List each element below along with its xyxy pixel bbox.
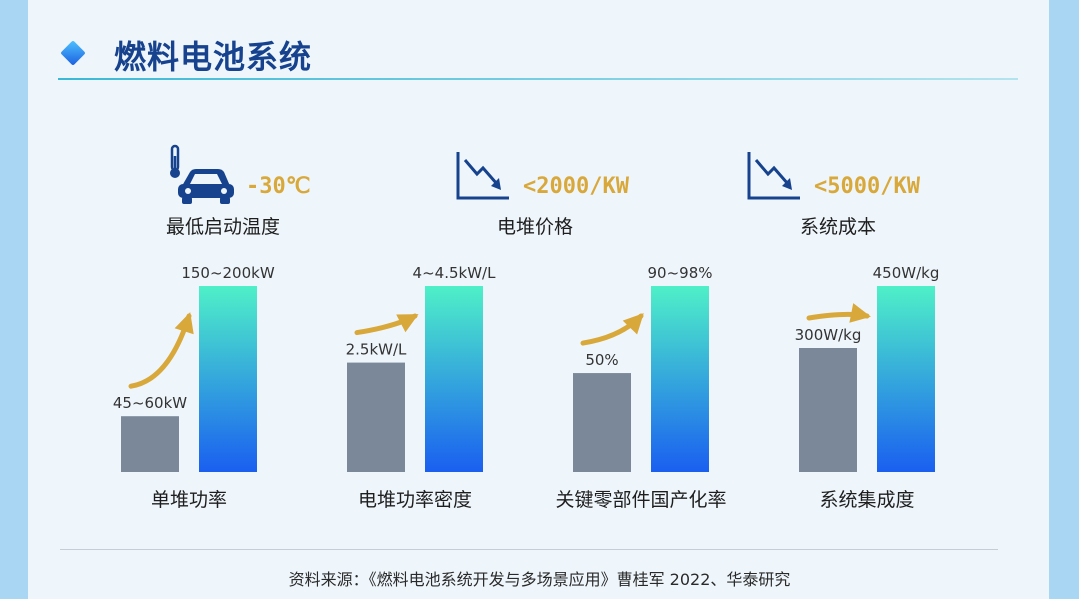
car-thermometer-icon <box>170 144 234 204</box>
source-note: 资料来源：《燃料电池系统开发与多场景应用》曹桂军 2022、华泰研究 <box>288 570 791 589</box>
category-label: 单堆功率 <box>151 489 227 511</box>
bar-after <box>425 286 483 472</box>
bar-before <box>799 348 857 472</box>
after-value-label: 4~4.5kW/L <box>413 264 497 282</box>
title-row: 燃料电池系统 <box>58 30 1018 80</box>
metric-label: 系统成本 <box>800 216 877 238</box>
metric-value: <5000/KW <box>814 174 920 199</box>
category-label: 关键零部件国产化率 <box>555 489 726 511</box>
bar-after <box>651 286 709 472</box>
after-value-label: 90~98% <box>648 264 713 282</box>
metric-min-start-temp: -30℃ 最低启动温度 <box>160 140 360 240</box>
after-value-label: 450W/kg <box>873 264 940 282</box>
category-label: 系统集成度 <box>819 489 914 511</box>
after-value-label: 150~200kW <box>181 264 275 282</box>
bar-after <box>199 286 257 472</box>
bar-before <box>121 416 179 472</box>
page-title: 燃料电池系统 <box>114 38 313 76</box>
bar-before <box>573 373 631 472</box>
metric-stack-price: <2000/KW 电堆价格 <box>455 140 655 240</box>
before-value-label: 45~60kW <box>113 394 187 412</box>
growth-arrow-head <box>396 314 419 333</box>
before-value-label: 300W/kg <box>795 326 862 344</box>
category-label: 电堆功率密度 <box>358 489 472 511</box>
bar-chart: 45~60kW 150~200kW 单堆功率 2.5kW/L 4~4.5kW/L 电堆功率… <box>113 264 940 511</box>
title-underline <box>58 78 1018 80</box>
footer-divider <box>60 549 998 550</box>
metric-value: -30℃ <box>246 174 311 199</box>
bar-before <box>347 362 405 472</box>
bar-after <box>877 286 935 472</box>
metric-value: <2000/KW <box>523 174 629 199</box>
metric-system-cost: <5000/KW 系统成本 <box>746 140 946 240</box>
metric-label: 电堆价格 <box>497 216 574 238</box>
downtrend-chart-icon <box>747 152 800 200</box>
metric-label: 最低启动温度 <box>166 216 281 238</box>
before-value-label: 50% <box>585 351 618 369</box>
before-value-label: 2.5kW/L <box>346 341 407 359</box>
growth-arrow-head <box>622 313 644 335</box>
growth-arrow-head <box>174 312 194 335</box>
downtrend-chart-icon <box>456 152 509 200</box>
growth-arrow-head <box>849 303 871 323</box>
